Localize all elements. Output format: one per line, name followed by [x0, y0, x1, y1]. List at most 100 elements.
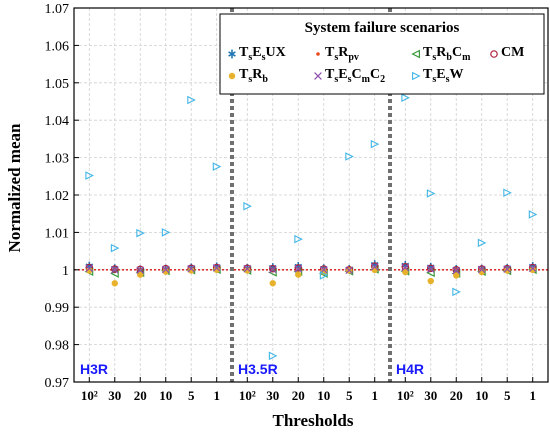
legend-label-tsrpv: TsRpv	[325, 45, 359, 63]
data-point-tsrb	[529, 266, 536, 273]
data-point-tsesw	[294, 234, 303, 244]
legend-marker-tsesw	[412, 71, 421, 81]
data-point-tsesw	[161, 228, 171, 237]
y-tick-label: 0.99	[45, 301, 70, 316]
data-point-tsrb	[111, 280, 118, 287]
x-tick-label: 30	[424, 388, 437, 403]
y-tick-label: 1.04	[45, 114, 70, 129]
legend-marker-tsescmc2	[314, 72, 322, 80]
data-point-cm	[294, 264, 303, 272]
y-tick-label: 1.01	[45, 226, 70, 241]
legend-marker-cm	[490, 50, 498, 58]
x-tick-label: 5	[504, 388, 511, 403]
data-point-tsescmc2	[136, 266, 145, 274]
data-point-cm	[426, 264, 435, 273]
x-tick-label: 5	[346, 388, 353, 403]
data-point-tsrb	[137, 271, 144, 278]
data-point-tsesw	[319, 271, 329, 280]
data-point-tsrb	[453, 272, 460, 279]
x-tick-label: 10	[475, 388, 488, 403]
data-point-tsesw	[212, 162, 222, 171]
data-point-tsescmc2	[401, 263, 410, 272]
legend-text-tsesux: TsEsUX	[239, 45, 286, 63]
y-tick-label: 1.05	[45, 77, 70, 92]
legend-text-tsrpv: TsRpv	[325, 45, 359, 63]
y-tick-label: 1.06	[45, 39, 70, 54]
data-point-tsesw	[503, 188, 512, 198]
group-separators	[230, 8, 392, 382]
data-point-tsescmc2	[426, 265, 435, 273]
y-tick-label: 1	[62, 264, 69, 279]
data-point-tsrb	[402, 268, 409, 276]
data-point-tsescmc2	[187, 264, 196, 273]
x-tick-label: 10²	[81, 388, 98, 403]
y-tick-label: 1.03	[45, 152, 70, 167]
data-point-tsesw	[187, 95, 196, 105]
x-tick-label: 20	[134, 388, 147, 403]
data-point-tsesw	[268, 351, 278, 361]
y-tick-label: 1.02	[45, 189, 70, 204]
data-point-tsescmc2	[243, 264, 252, 273]
data-point-tsesw	[401, 93, 410, 103]
legend-label-tsrbcm: TsRbCm	[423, 45, 470, 63]
y-tick-label: 1.07	[45, 2, 70, 17]
legend-label-tsesw: TsEsW	[423, 67, 464, 85]
region-label: H3.5R	[238, 361, 278, 377]
data-point-tsesw	[243, 201, 252, 211]
data-point-tsrb	[504, 267, 511, 274]
legend-marker-tsrb	[228, 72, 236, 80]
legend-label-tsescmc2: TsEsCmC2	[325, 67, 385, 85]
legend-text-tsesw: TsEsW	[423, 67, 464, 85]
data-point-tsescmc2	[110, 265, 119, 274]
data-point-tsesw	[136, 228, 145, 238]
legend-marker-tsrbcm	[411, 49, 420, 59]
data-point-tsescmc2	[503, 265, 512, 273]
x-tick-label: 5	[188, 388, 195, 403]
data-point-tsesw	[477, 238, 487, 248]
x-tick-label: 10	[159, 388, 172, 403]
data-point-tsesw	[452, 287, 461, 297]
legend-text-tsrb: TsRb	[239, 67, 268, 85]
data-point-tsrb	[162, 268, 169, 275]
data-point-tsesw	[85, 171, 94, 180]
data-point-tsescmc2	[370, 262, 379, 271]
data-point-tsrb	[295, 271, 302, 278]
region-label: H4R	[396, 361, 424, 377]
x-tick-label: 10	[317, 388, 330, 403]
data-point-tsesw	[345, 152, 354, 161]
region-labels: H3R H3.5R H4R	[80, 361, 424, 377]
legend-box	[219, 13, 545, 95]
data-point-cm	[110, 265, 119, 273]
data-points	[84, 93, 538, 361]
y-axis-label: Normalized mean	[5, 123, 24, 252]
x-axis-label: Thresholds	[273, 411, 354, 430]
legend-label-tsesux: TsEsUX	[239, 45, 286, 63]
x-tick-label: 1	[529, 388, 536, 403]
legend-marker-tsesux	[228, 49, 236, 59]
data-point-tsescmc2	[268, 265, 277, 274]
data-point-tsescmc2	[528, 264, 537, 273]
x-tick-label: 1	[213, 388, 220, 403]
legend-title: System failure scenarios	[305, 20, 460, 36]
data-point-tsrb	[427, 277, 434, 285]
data-point-tsesw	[426, 189, 436, 198]
data-point-tsesw	[528, 210, 538, 219]
data-point-cm	[268, 264, 277, 273]
legend-text-cm: CM	[501, 45, 525, 60]
data-point-tsrb	[188, 267, 195, 274]
data-point-tsescmc2	[477, 265, 486, 274]
data-point-tsrb	[269, 280, 276, 287]
legend-label-tsrb: TsRb	[239, 67, 268, 85]
y-tick-label: 0.98	[45, 339, 70, 354]
region-label: H3R	[80, 361, 108, 377]
data-point-tsrb	[213, 266, 220, 273]
x-tick-label: 30	[266, 388, 279, 403]
data-point-tsrb	[244, 267, 251, 274]
data-point-tsrb	[86, 267, 93, 274]
legend-marker-tsrpv	[316, 52, 320, 56]
data-point-tsescmc2	[85, 264, 94, 273]
data-point-tsescmc2	[294, 264, 303, 273]
data-point-tsescmc2	[452, 266, 461, 275]
